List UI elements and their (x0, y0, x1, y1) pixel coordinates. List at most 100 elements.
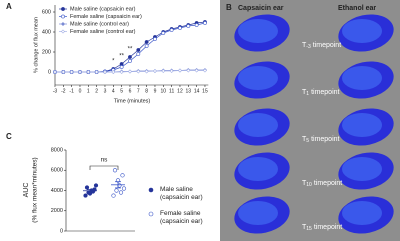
capsaicin-ear-image (234, 152, 290, 190)
data-point (111, 193, 116, 198)
data-point (118, 190, 124, 195)
x-tick-label: 0 (79, 88, 82, 94)
data-point (90, 189, 96, 194)
timepoint-subscript: -3 (306, 44, 311, 50)
x-tick-label: 11 (169, 88, 174, 94)
y-tick-label: 600 (42, 9, 51, 15)
timepoint-subscript: 10 (306, 182, 312, 188)
ear-halo (238, 66, 278, 90)
column-header: Capsaicin ear (238, 5, 284, 12)
y-tick-label: 2000 (51, 208, 63, 214)
x-tick-label: 9 (154, 88, 157, 94)
x-axis-title: Time (minutes) (114, 98, 151, 104)
x-tick-label: 13 (186, 88, 192, 94)
ethanol-ear-image (338, 14, 394, 52)
timepoint-word: timepoint (313, 42, 341, 49)
x-tick-label: 1 (87, 88, 90, 94)
legend-marker (61, 14, 65, 19)
y-tick-label: 0 (48, 69, 51, 75)
x-tick-label: 8 (145, 88, 148, 94)
data-point (152, 68, 157, 74)
data-point (136, 69, 141, 74)
data-point (186, 68, 191, 73)
data-point (144, 40, 149, 44)
capsaicin-ear-image (234, 108, 290, 146)
data-point (127, 69, 132, 74)
data-point (77, 69, 82, 75)
y-tick-label: 4000 (51, 188, 63, 194)
ear-halo (238, 201, 278, 225)
timepoint-letter: T (302, 89, 307, 96)
data-point (136, 52, 141, 56)
data-point (177, 68, 182, 73)
ear-halo (238, 19, 278, 43)
x-tick-label: 12 (177, 88, 183, 94)
data-point (93, 183, 99, 188)
legend-label: Male saline (capsaicin ear) (160, 186, 203, 201)
data-point (128, 59, 132, 63)
data-point (112, 168, 118, 173)
timepoint-word: timepoint (311, 136, 339, 143)
data-point (84, 185, 90, 190)
capsaicin-ear-image (234, 14, 290, 52)
comparison-label: ns (101, 157, 109, 164)
legend-marker (60, 29, 66, 34)
legend-label: Male saline (capsaicin ear) (70, 6, 136, 12)
timepoint-letter: T (302, 42, 307, 49)
ethanol-ear-image (338, 108, 394, 146)
data-point (121, 186, 127, 191)
comparison-bracket (89, 165, 119, 170)
data-point (161, 68, 166, 74)
data-point (52, 69, 57, 75)
timepoint-label: T10 timepoint (302, 180, 342, 188)
x-tick-label: 3 (104, 88, 107, 94)
x-tick-label: -1 (69, 88, 74, 94)
panel-label: A (6, 2, 12, 11)
data-point (169, 28, 174, 32)
ethanol-ear-image (338, 196, 394, 234)
y-tick-label: 6000 (51, 168, 63, 174)
panel-label: B (226, 3, 232, 12)
ethanol-ear-image (338, 152, 394, 190)
timepoint-word: timepoint (314, 224, 342, 231)
data-point (94, 69, 99, 75)
data-point (120, 173, 125, 178)
timepoint-label: T-3 timepoint (302, 42, 341, 50)
timepoint-letter: T (302, 136, 307, 143)
legend-marker (61, 7, 65, 11)
data-point (144, 44, 149, 48)
data-point (86, 69, 91, 75)
y-axis-subtitle: (% flux mean*minutes) (32, 157, 39, 222)
significance-label: * (112, 59, 115, 65)
y-tick-label: 8000 (51, 147, 63, 153)
x-tick-label: -3 (53, 88, 58, 94)
x-tick-label: 6 (129, 88, 132, 94)
x-tick-label: 4 (112, 88, 115, 94)
ear-halo (342, 19, 382, 43)
data-point (178, 26, 182, 30)
significance-label: ** (128, 47, 133, 53)
legend-label: Female saline (capsaicin ear) (70, 14, 142, 20)
timepoint-letter: T (302, 224, 307, 231)
data-point (102, 69, 107, 75)
ear-halo (342, 113, 382, 137)
legend-marker (60, 21, 66, 27)
x-tick-label: 7 (137, 88, 140, 94)
data-point (144, 69, 149, 74)
y-tick-label: 0 (60, 228, 63, 234)
data-point (202, 68, 207, 73)
legend-label: Male saline (control ear) (70, 21, 129, 27)
ethanol-ear-image (338, 61, 394, 99)
data-point (111, 69, 116, 75)
data-point (83, 193, 88, 198)
ear-halo (342, 66, 382, 90)
significance-label: ** (119, 54, 124, 60)
timepoint-subscript: 1 (306, 91, 309, 97)
data-point (69, 69, 74, 75)
data-point (169, 68, 174, 74)
x-tick-label: 14 (194, 88, 200, 94)
y-axis-title: AUC (23, 183, 30, 198)
data-point (61, 69, 66, 75)
